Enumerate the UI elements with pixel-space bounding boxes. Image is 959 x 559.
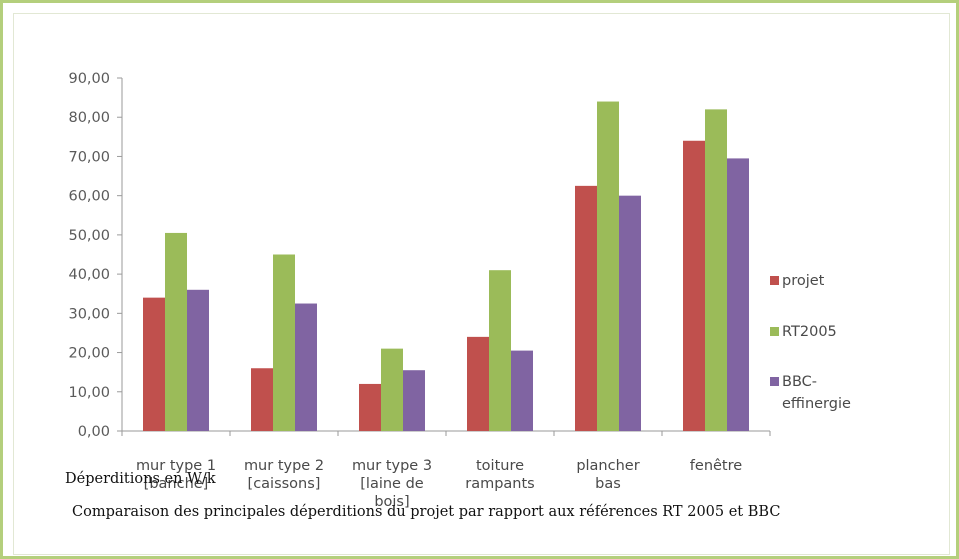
bar-projet	[575, 185, 597, 431]
legend-label: BBC-effinergie	[782, 374, 851, 412]
category-label: mur type 2 [caissons]	[244, 458, 324, 492]
bar-bbc-effinergie	[403, 370, 425, 431]
bar-rt2005	[597, 101, 619, 432]
bar-projet	[683, 140, 705, 431]
bar-projet	[467, 336, 489, 431]
legend-swatch	[770, 377, 779, 386]
bar-projet	[251, 368, 273, 431]
bar-bbc-effinergie	[619, 195, 641, 431]
chart-axes: 0,00 10,00 20,00 30,00 40,00 50,00 60,00 70,00 8…	[68, 71, 771, 440]
y-tick-label: 90,00	[68, 71, 110, 87]
chart-bars	[143, 101, 749, 432]
y-tick-label: 50,00	[68, 228, 110, 244]
legend-swatch	[770, 276, 779, 285]
category-label: fenêtre	[690, 458, 742, 474]
bar-bbc-effinergie	[727, 158, 749, 431]
category-label: plancher bas	[576, 458, 639, 492]
y-tick-label: 10,00	[68, 385, 110, 401]
bar-bbc-effinergie	[295, 303, 317, 431]
category-labels: mur type 1 [banche] mur type 2 [caissons] mu…	[136, 458, 742, 510]
y-tick-label: 80,00	[68, 110, 110, 126]
y-tick-label: 20,00	[68, 346, 110, 362]
bar-rt2005	[165, 232, 187, 431]
legend-label: RT2005	[782, 324, 837, 340]
category-label: toiture rampants	[465, 458, 535, 492]
y-tick-label: 70,00	[68, 149, 110, 165]
bar-projet	[359, 383, 381, 431]
legend-swatch	[770, 327, 779, 336]
category-label: mur type 3 [laine de bois]	[352, 458, 432, 510]
bar-projet	[143, 297, 165, 431]
y-tick-label: 30,00	[68, 306, 110, 322]
bar-rt2005	[489, 270, 511, 431]
unit-label: Déperditions en W/k	[65, 471, 216, 487]
bar-rt2005	[381, 348, 403, 431]
bar-bbc-effinergie	[511, 350, 533, 431]
legend-label: projet	[782, 273, 825, 289]
bar-bbc-effinergie	[187, 289, 209, 431]
y-tick-label: 40,00	[68, 267, 110, 283]
chart-legend: projet RT2005 BBC-effinergie	[770, 273, 851, 412]
category-label: mur type 1 [banche]	[136, 458, 216, 492]
y-tick-label: 60,00	[68, 189, 110, 205]
y-tick-label: 0,00	[78, 424, 110, 440]
chart-caption: Comparaison des principales déperditions…	[72, 504, 780, 520]
bar-rt2005	[273, 254, 295, 431]
bar-rt2005	[705, 109, 727, 431]
